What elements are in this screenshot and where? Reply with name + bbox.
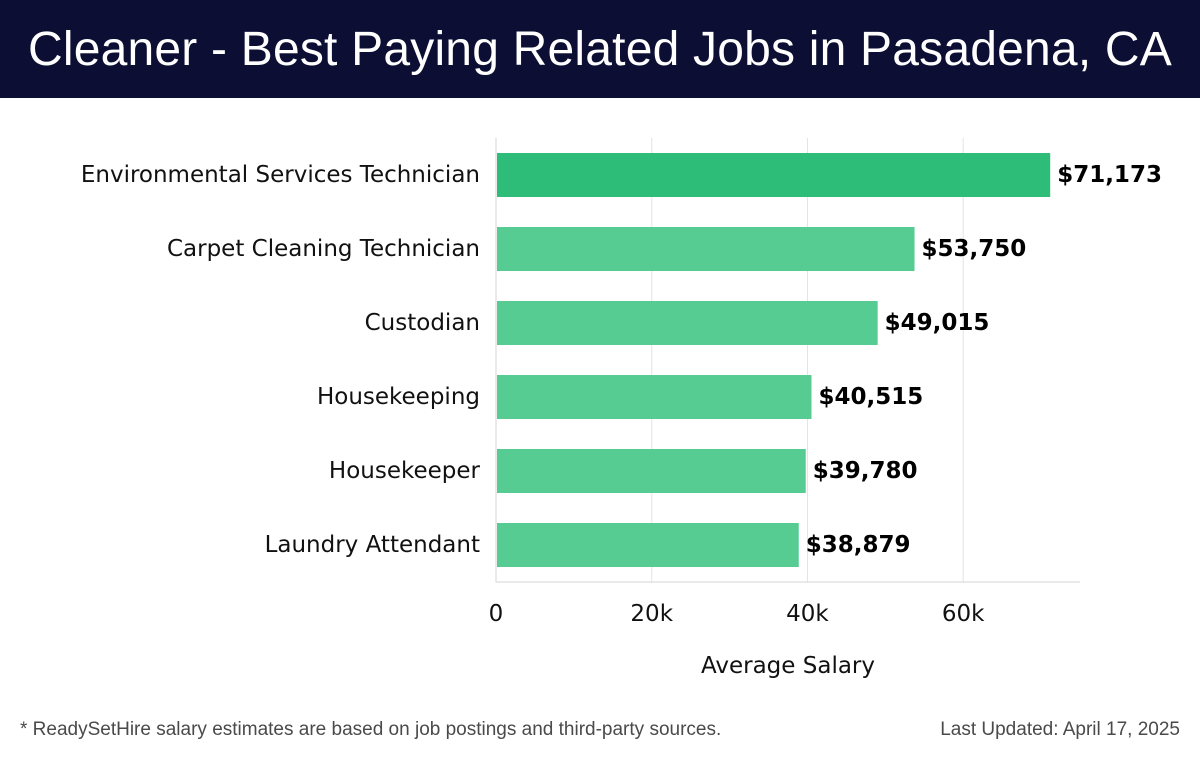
value-label-2: $49,015	[885, 310, 990, 336]
value-label-4: $39,780	[813, 458, 918, 484]
footnote: * ReadySetHire salary estimates are base…	[20, 719, 722, 740]
x-tick-label-3: 60k	[942, 601, 985, 627]
chart-title: Cleaner - Best Paying Related Jobs in Pa…	[28, 22, 1172, 76]
bar-chart: Environmental Services Technician $71,173…	[81, 138, 1162, 679]
value-label-5: $38,879	[806, 532, 911, 558]
bar-1	[497, 227, 915, 271]
category-label-2: Custodian	[365, 310, 480, 336]
x-tick-label-0: 0	[489, 601, 504, 627]
category-label-3: Housekeeping	[317, 384, 480, 410]
title-bar: Cleaner - Best Paying Related Jobs in Pa…	[0, 0, 1200, 98]
category-label-1: Carpet Cleaning Technician	[167, 236, 480, 262]
category-label-0: Environmental Services Technician	[81, 162, 480, 188]
bar-4	[497, 449, 806, 493]
x-tick-label-1: 20k	[630, 601, 673, 627]
category-label-5: Laundry Attendant	[265, 532, 480, 558]
value-label-1: $53,750	[922, 236, 1027, 262]
bar-3	[497, 375, 812, 419]
x-tick-label-2: 40k	[786, 601, 829, 627]
bar-2	[497, 301, 878, 345]
bar-5	[497, 523, 799, 567]
value-label-0: $71,173	[1057, 162, 1162, 188]
last-updated: Last Updated: April 17, 2025	[940, 719, 1180, 740]
category-label-4: Housekeeper	[329, 458, 481, 484]
x-axis-title: Average Salary	[701, 653, 875, 679]
bar-0	[497, 153, 1051, 197]
value-label-3: $40,515	[818, 384, 923, 410]
